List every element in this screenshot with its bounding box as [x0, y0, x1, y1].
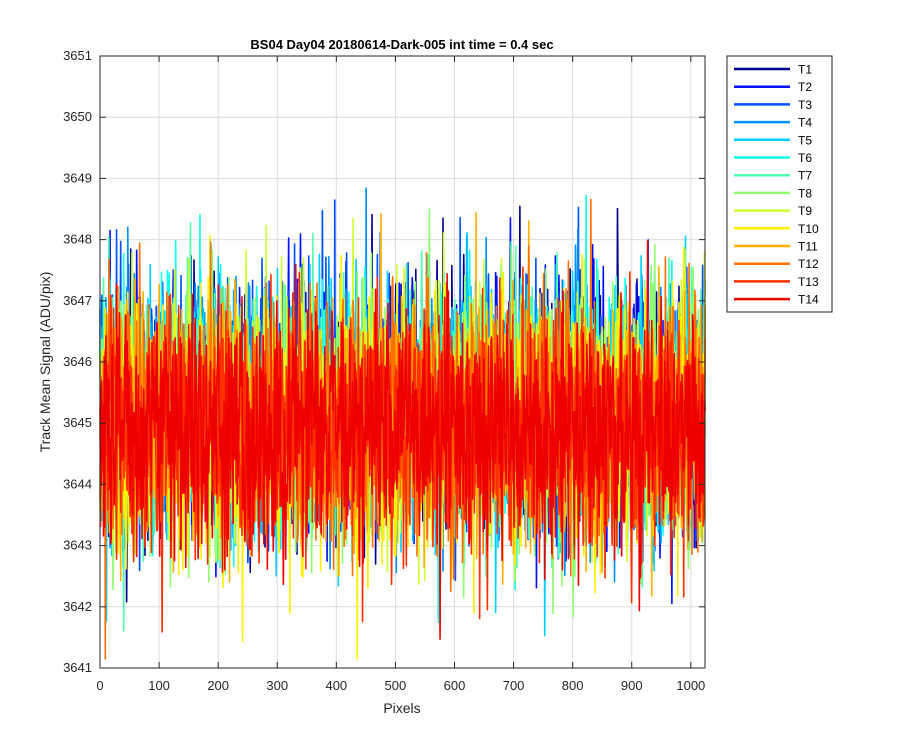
series-line-t14 — [99, 239, 706, 640]
legend-label-t9: T9 — [798, 204, 812, 218]
y-tick-label: 3645 — [63, 415, 92, 430]
legend-label-t1: T1 — [798, 63, 812, 77]
y-tick-label: 3650 — [63, 109, 92, 124]
y-tick-label: 3648 — [63, 232, 92, 247]
x-tick-label: 300 — [266, 678, 288, 693]
axis-ticks: 0 100 200 300 400 500 600 700 800 900 1000 3641 3642… — [63, 48, 705, 693]
y-tick-label: 3642 — [63, 599, 92, 614]
x-tick-label: 1000 — [676, 678, 705, 693]
x-tick-label: 800 — [562, 678, 584, 693]
x-tick-label: 900 — [621, 678, 643, 693]
y-tick-label: 3647 — [63, 293, 92, 308]
legend-label-t6: T6 — [798, 151, 812, 165]
series-lines — [99, 187, 706, 660]
legend-label-t14: T14 — [798, 293, 819, 307]
legend-label-t5: T5 — [798, 133, 812, 147]
x-tick-label: 200 — [207, 678, 229, 693]
y-tick-label: 3643 — [63, 538, 92, 553]
y-tick-label: 3644 — [63, 476, 92, 491]
legend-label-t4: T4 — [798, 116, 812, 130]
legend-label-t13: T13 — [798, 275, 819, 289]
legend-label-t12: T12 — [798, 257, 819, 271]
x-tick-label: 400 — [325, 678, 347, 693]
x-tick-label: 500 — [385, 678, 407, 693]
legend-label-t10: T10 — [798, 222, 819, 236]
legend: T1 T2 T3 T4 T5 T6 T7 T8 T9 T10 T11 T12 T13 T14 — [726, 55, 833, 313]
legend-box — [726, 55, 833, 313]
y-tick-label: 3646 — [63, 354, 92, 369]
y-axis-label: Track Mean Signal (ADU/pix) — [37, 272, 53, 453]
x-tick-label: 0 — [96, 678, 103, 693]
chart-title: BS04 Day04 20180614-Dark-005 int time = … — [250, 37, 553, 52]
legend-entries: T1 T2 T3 T4 T5 T6 T7 T8 T9 T10 T11 T12 T13 T14 — [734, 63, 819, 307]
x-axis-label: Pixels — [383, 700, 420, 716]
legend-label-t11: T11 — [798, 240, 818, 254]
legend-label-t7: T7 — [798, 169, 812, 183]
x-tick-label: 700 — [503, 678, 525, 693]
legend-label-t8: T8 — [798, 186, 812, 200]
y-tick-label: 3641 — [63, 660, 92, 675]
x-tick-label: 600 — [444, 678, 466, 693]
y-tick-label: 3651 — [63, 48, 92, 63]
y-tick-label: 3649 — [63, 170, 92, 185]
legend-label-t2: T2 — [798, 80, 812, 94]
x-tick-label: 100 — [148, 678, 170, 693]
legend-label-t3: T3 — [798, 98, 812, 112]
